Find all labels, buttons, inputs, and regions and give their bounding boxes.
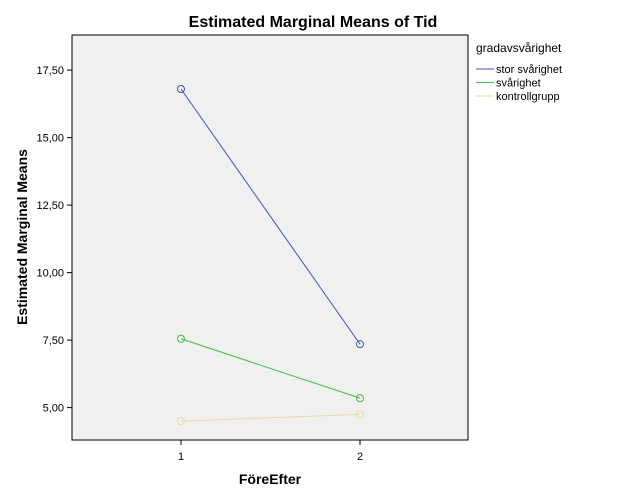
plot-area bbox=[71, 34, 469, 441]
data-point bbox=[356, 394, 364, 403]
legend-label: svårighet bbox=[496, 78, 541, 90]
chart-title: Estimated Marginal Means of Tid bbox=[189, 14, 438, 31]
legend: gradavsvårighet stor svårighet svårighetk… bbox=[476, 41, 562, 103]
legend-title: gradavsvårighet bbox=[476, 41, 562, 55]
series-layer bbox=[177, 85, 364, 426]
data-point bbox=[177, 334, 185, 343]
data-point bbox=[177, 85, 185, 93]
y-tick-label: 7,50 bbox=[43, 335, 64, 347]
legend-label: stor svårighet bbox=[496, 64, 562, 76]
data-point bbox=[356, 410, 364, 419]
series-line-2 bbox=[180, 413, 361, 422]
data-point bbox=[356, 340, 364, 349]
x-tick-label: 2 bbox=[357, 451, 363, 463]
y-axis: 5,00 7,50 10,00 12,50 15,00 17,50 bbox=[36, 65, 72, 415]
legend-label: kontrollgrupp bbox=[496, 91, 560, 103]
series-line-1 bbox=[180, 338, 361, 399]
y-tick-label: 5,00 bbox=[43, 403, 64, 415]
y-tick-label: 12,50 bbox=[36, 200, 64, 212]
series-line-0 bbox=[180, 88, 361, 345]
y-tick-label: 10,00 bbox=[36, 268, 64, 280]
y-axis-title: Estimated Marginal Means bbox=[14, 149, 30, 325]
y-tick-label: 15,00 bbox=[36, 133, 64, 145]
data-point bbox=[177, 417, 185, 426]
y-tick-label: 17,50 bbox=[36, 65, 64, 77]
x-tick-label: 1 bbox=[178, 451, 184, 463]
x-axis-title: FöreEfter bbox=[239, 471, 302, 487]
